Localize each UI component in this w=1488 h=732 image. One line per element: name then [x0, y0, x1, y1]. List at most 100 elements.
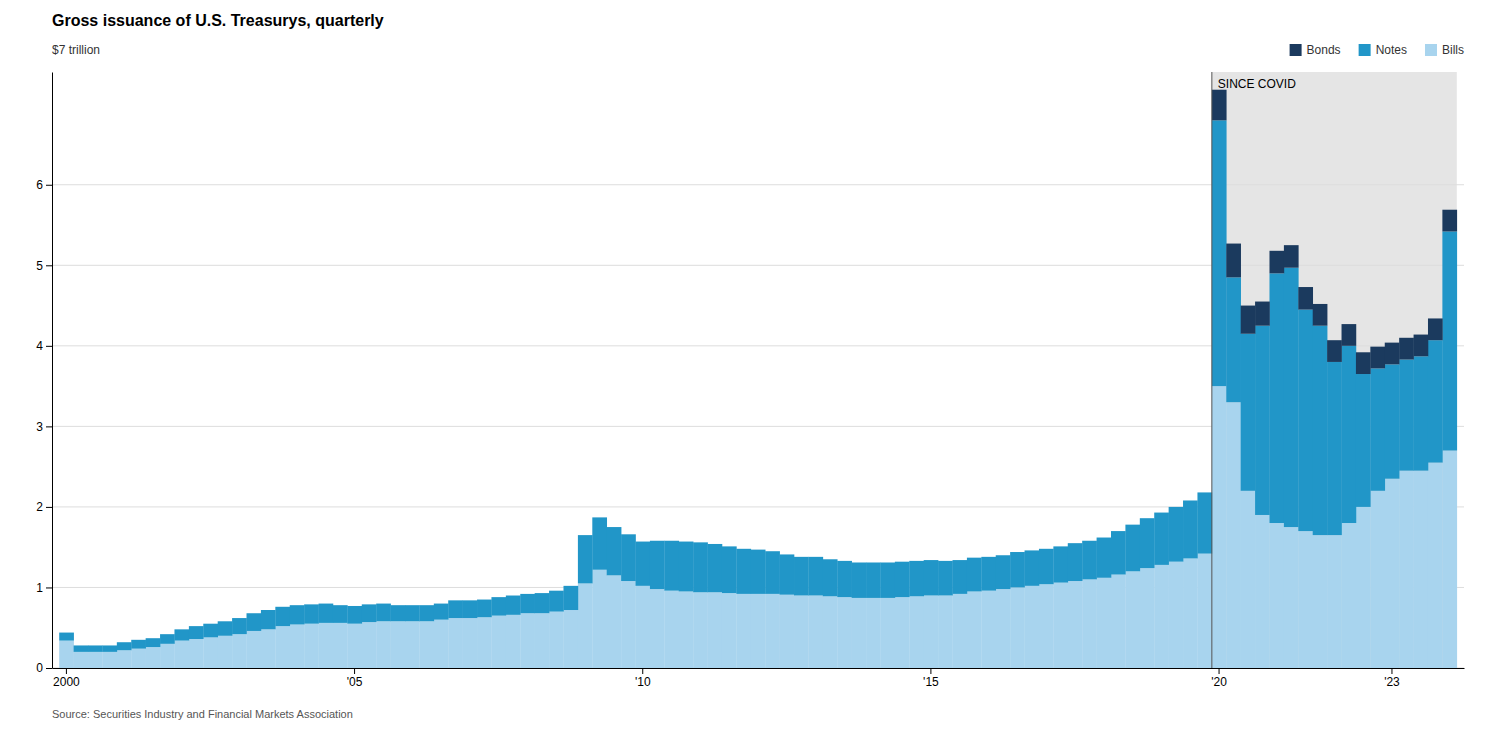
- bar: [319, 623, 334, 668]
- y-tick-label: 4: [36, 339, 43, 353]
- bar: [448, 618, 463, 668]
- bar: [736, 594, 751, 668]
- y-tick: 2: [36, 500, 52, 514]
- bar: [1442, 210, 1457, 232]
- bar: [218, 621, 233, 622]
- bar: [1399, 360, 1414, 471]
- bar: [506, 595, 521, 596]
- bar: [275, 606, 290, 607]
- y-tick-mark: [46, 668, 52, 669]
- bar: [1313, 535, 1328, 668]
- bar: [1442, 451, 1457, 668]
- bar: [261, 629, 276, 668]
- bar: [1039, 549, 1054, 584]
- bar: [1169, 507, 1184, 562]
- bar: [463, 600, 478, 601]
- bar: [1327, 535, 1342, 668]
- bar: [117, 650, 132, 668]
- bar: [434, 603, 449, 604]
- bar: [578, 535, 593, 583]
- bar: [232, 634, 247, 668]
- bar: [74, 652, 89, 668]
- bar: [563, 610, 578, 668]
- bar: [419, 621, 434, 668]
- bar: [347, 624, 362, 668]
- bar: [780, 595, 795, 668]
- bar: [333, 605, 348, 606]
- bar: [117, 642, 132, 643]
- bar: [261, 610, 276, 611]
- bar: [376, 603, 391, 604]
- bar: [203, 623, 218, 624]
- bar: [650, 540, 665, 541]
- legend-label: Bills: [1442, 43, 1464, 57]
- bar: [304, 624, 319, 668]
- bar: [909, 560, 924, 561]
- y-tick-mark: [46, 265, 52, 266]
- bar: [1255, 515, 1270, 668]
- bar: [650, 589, 665, 668]
- bar: [1284, 268, 1299, 527]
- bar: [607, 527, 622, 575]
- bar: [1241, 334, 1256, 491]
- bar: [1082, 579, 1097, 668]
- bar: [1313, 304, 1328, 326]
- bar: [938, 561, 953, 596]
- bar: [535, 593, 550, 613]
- bar: [261, 610, 276, 629]
- bar: [664, 591, 679, 668]
- bar: [650, 541, 665, 589]
- bar: [1255, 326, 1270, 515]
- bar: [953, 560, 968, 594]
- grid-line: [52, 184, 1464, 185]
- bar: [1025, 550, 1040, 551]
- bar: [1226, 277, 1241, 402]
- bar: [895, 562, 910, 597]
- bar: [679, 542, 694, 592]
- bar: [203, 637, 218, 668]
- bar: [1097, 578, 1112, 668]
- bar: [780, 554, 795, 555]
- bar: [1298, 531, 1313, 668]
- legend-swatch: [1290, 44, 1302, 56]
- bar: [304, 604, 319, 605]
- x-tick-mark: [1219, 668, 1220, 674]
- bar: [1068, 581, 1083, 668]
- bar: [751, 594, 766, 668]
- bar: [563, 586, 578, 610]
- bar: [953, 560, 968, 561]
- bar: [477, 600, 492, 618]
- bar: [722, 546, 737, 593]
- marker-line: [1211, 72, 1212, 668]
- bar: [1241, 306, 1256, 334]
- bar: [376, 621, 391, 668]
- bar: [837, 597, 852, 668]
- legend-label: Notes: [1376, 43, 1407, 57]
- bar: [708, 592, 723, 668]
- bar: [275, 626, 290, 668]
- bar: [88, 645, 103, 646]
- bar: [463, 618, 478, 668]
- bar: [924, 596, 939, 668]
- bar: [852, 562, 867, 597]
- bar: [491, 597, 506, 598]
- legend-swatch: [1425, 44, 1437, 56]
- bar: [924, 560, 939, 595]
- bar: [1414, 356, 1429, 470]
- bar: [909, 561, 924, 596]
- y-tick-mark: [46, 587, 52, 588]
- bar: [1356, 507, 1371, 668]
- bar: [333, 623, 348, 668]
- bar: [1010, 552, 1025, 553]
- bar: [866, 562, 881, 597]
- x-tick-mark: [354, 668, 355, 674]
- bar: [477, 617, 492, 668]
- legend-label: Bonds: [1307, 43, 1341, 57]
- bar: [722, 546, 737, 547]
- bar: [319, 603, 334, 604]
- bar: [1342, 346, 1357, 523]
- x-tick-mark: [1391, 668, 1392, 674]
- bar: [160, 634, 175, 635]
- bar: [1125, 525, 1140, 572]
- bar: [1154, 513, 1169, 565]
